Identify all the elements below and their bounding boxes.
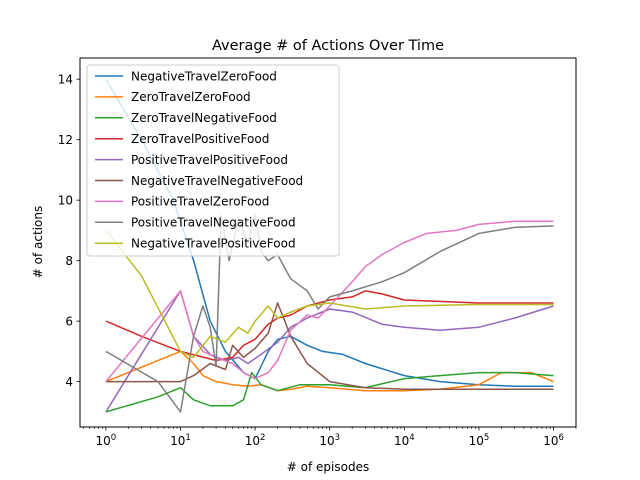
series-line-8 (105, 229, 554, 359)
x-tick-label: 105 (469, 433, 490, 448)
x-axis-label: # of episodes (287, 460, 369, 474)
x-axis: 100 101 102 103 104 105 106 (83, 427, 577, 448)
legend-label: NegativeTravelZeroFood (131, 69, 277, 83)
legend-label: NegativeTravelNegativeFood (131, 174, 303, 188)
x-tick-label: 106 (543, 433, 564, 448)
y-tick-label: 10 (58, 193, 73, 207)
legend-box (86, 64, 340, 257)
y-axis: 4 6 8 10 12 14 (58, 72, 80, 389)
legend-label: PositiveTravelNegativeFood (131, 216, 296, 230)
y-tick-label: 8 (65, 254, 73, 268)
legend-label: ZeroTravelPositiveFood (131, 132, 269, 146)
series-line-5 (105, 302, 554, 390)
legend-label: PositiveTravelPositiveFood (131, 153, 288, 167)
y-tick-label: 14 (58, 72, 73, 86)
legend: NegativeTravelZeroFood ZeroTravelZeroFood… (86, 64, 340, 257)
x-tick-label: 103 (319, 433, 340, 448)
y-tick-label: 4 (65, 375, 73, 389)
series-line-6 (105, 220, 554, 383)
series-line-0 (105, 78, 554, 387)
legend-label: ZeroTravelZeroFood (131, 90, 251, 104)
x-tick-label: 101 (170, 433, 191, 448)
chart-title: Average # of Actions Over Time (212, 38, 444, 54)
x-tick-label: 104 (394, 433, 415, 448)
series-line-3 (105, 290, 554, 362)
legend-label: PositiveTravelZeroFood (131, 195, 269, 209)
series-line-1 (105, 350, 554, 392)
x-tick-label: 102 (245, 433, 266, 448)
y-axis-label: # of actions (31, 206, 45, 278)
plot-area-frame (79, 57, 577, 428)
x-tick-label: 100 (96, 433, 117, 448)
y-tick-label: 6 (65, 314, 73, 328)
series-line-2 (105, 371, 554, 413)
series-layer (105, 78, 554, 413)
legend-label: NegativeTravelPositiveFood (131, 237, 296, 251)
y-tick-label: 12 (58, 133, 73, 147)
legend-label: ZeroTravelNegativeFood (131, 111, 277, 125)
